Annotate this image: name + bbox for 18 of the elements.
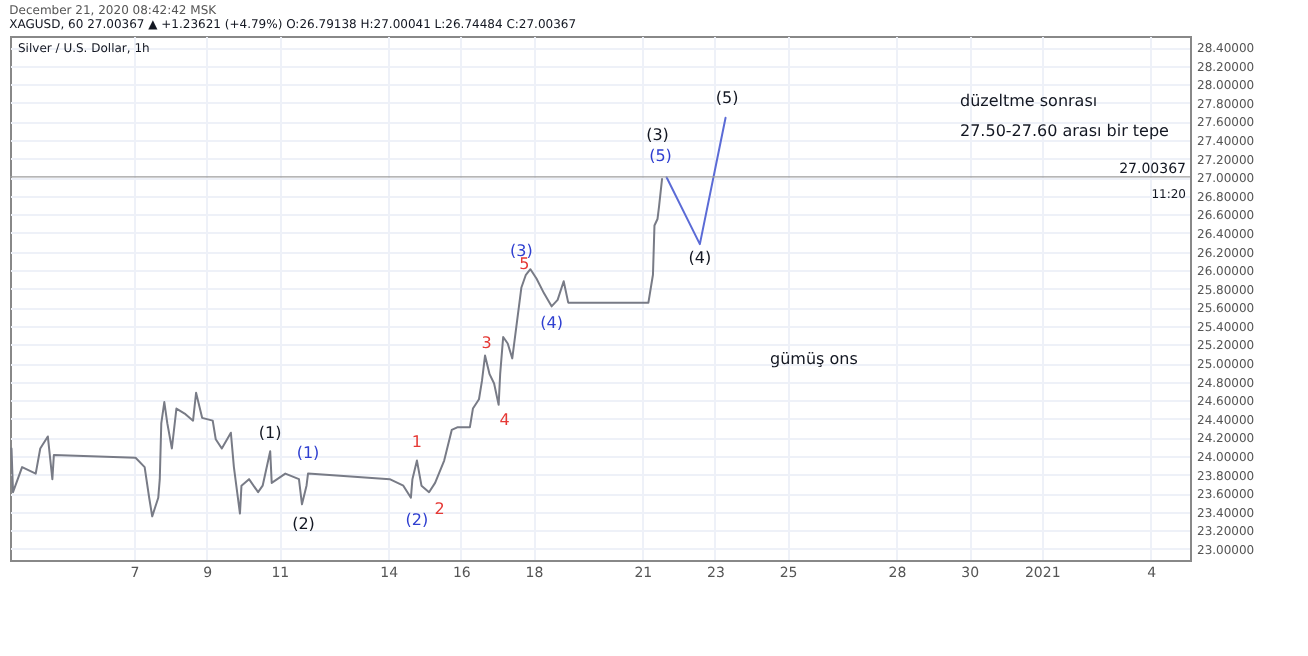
annotation: gümüş ons xyxy=(770,350,858,368)
annotation: (1) xyxy=(296,444,320,463)
annotation: 27.50-27.60 arası bir tepe xyxy=(960,122,1170,140)
annotation: 3 xyxy=(481,334,492,353)
annotation: 1 xyxy=(411,432,423,451)
annotation: (5) xyxy=(649,146,672,165)
annotation: 4 xyxy=(499,410,510,429)
annotation: 5 xyxy=(519,255,530,274)
annotation: (3) xyxy=(646,126,669,145)
annotation: (1) xyxy=(258,423,282,442)
annotation: (3) xyxy=(509,241,533,260)
annotation: düzeltme sonrası xyxy=(960,92,1098,110)
annotation: (4) xyxy=(540,314,563,333)
annotation: 2 xyxy=(434,499,445,518)
annotation: (2) xyxy=(405,510,429,529)
annotation: (5) xyxy=(715,89,739,108)
annotation: (2) xyxy=(292,514,315,533)
annotation: (4) xyxy=(688,248,712,267)
